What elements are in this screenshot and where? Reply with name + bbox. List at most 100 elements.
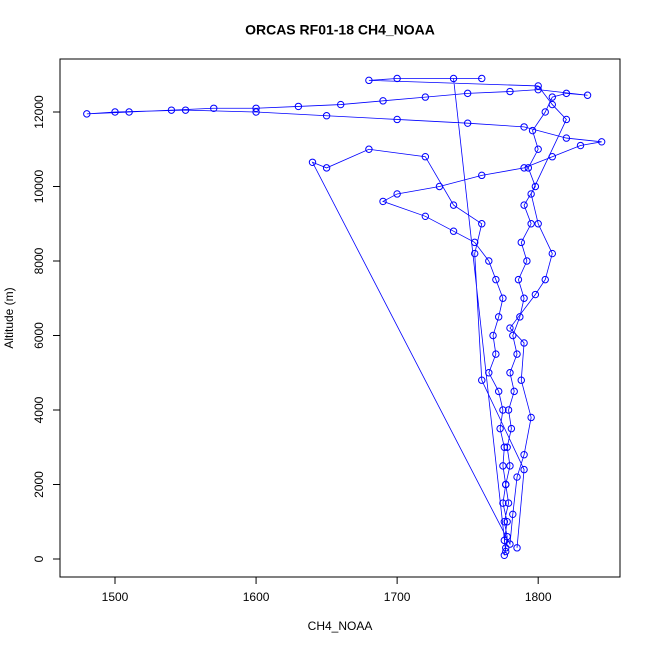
point [576, 141, 585, 150]
point [463, 119, 472, 127]
y-tick-label: 8000 [32, 247, 46, 274]
point [492, 350, 500, 358]
point [294, 102, 303, 111]
point [449, 74, 458, 83]
point [365, 76, 373, 85]
point [548, 100, 556, 109]
point [506, 324, 514, 332]
point [111, 108, 119, 116]
point [393, 190, 401, 198]
x-tick-label: 1500 [102, 590, 129, 604]
point [520, 451, 528, 459]
y-tick-label: 6000 [32, 322, 46, 349]
point [167, 106, 176, 114]
point [478, 376, 486, 384]
point [500, 443, 509, 451]
point [513, 544, 521, 552]
point [499, 294, 507, 302]
point [181, 106, 190, 114]
y-axis-label: Altitude (m) [2, 287, 16, 348]
point [506, 87, 514, 96]
point [496, 424, 504, 433]
point [504, 406, 513, 414]
point [524, 164, 533, 172]
point [509, 510, 517, 519]
point [379, 197, 387, 206]
point [504, 499, 513, 507]
point [597, 138, 606, 146]
point [548, 249, 556, 258]
point [527, 413, 535, 422]
point [485, 257, 493, 265]
point [513, 473, 521, 481]
point [503, 443, 511, 451]
point [252, 104, 260, 112]
point [471, 249, 479, 258]
plot-frame [59, 58, 621, 578]
point [520, 123, 528, 131]
point [485, 369, 493, 377]
point [507, 424, 516, 433]
point [83, 110, 91, 118]
x-tick-label: 1600 [243, 590, 270, 604]
point [520, 339, 528, 347]
point [534, 82, 542, 90]
point [449, 227, 458, 235]
y-tick-label: 4000 [32, 396, 46, 423]
point [421, 93, 430, 101]
point [494, 313, 503, 321]
point [471, 238, 479, 247]
point [502, 544, 510, 552]
point [499, 406, 507, 414]
point [393, 115, 401, 124]
point [322, 164, 331, 172]
point [499, 499, 507, 507]
point [502, 547, 510, 556]
point [517, 376, 525, 384]
point [520, 294, 528, 302]
point [506, 540, 514, 548]
point [252, 108, 260, 116]
point [520, 164, 528, 172]
point [534, 85, 542, 94]
point [499, 462, 507, 470]
point [489, 331, 497, 340]
point [478, 220, 486, 228]
point [322, 112, 331, 120]
point [534, 220, 542, 228]
point [506, 462, 514, 470]
point [562, 134, 571, 142]
x-axis-label: CH4_NOAA [308, 619, 373, 633]
point [308, 158, 317, 166]
point [365, 145, 373, 153]
point [514, 275, 523, 284]
point [523, 257, 531, 265]
y-tick-label: 2000 [32, 471, 46, 498]
point [478, 171, 486, 180]
point [500, 518, 509, 526]
point [531, 290, 540, 299]
point [541, 275, 549, 284]
point [562, 115, 571, 124]
series-line [86, 78, 602, 556]
point [463, 89, 472, 98]
point [435, 182, 444, 191]
point [534, 145, 542, 153]
point [393, 74, 401, 83]
point [509, 331, 517, 340]
y-tick-label: 12000 [32, 95, 46, 129]
point [502, 480, 510, 489]
point [517, 238, 525, 247]
point [478, 74, 486, 83]
y-tick-label: 10000 [32, 169, 46, 203]
chart-title: ORCAS RF01-18 CH4_NOAA [245, 22, 435, 38]
point [494, 387, 503, 396]
point [583, 91, 592, 99]
point [379, 97, 387, 105]
point [527, 190, 535, 198]
point [516, 313, 524, 321]
point [421, 153, 430, 161]
point [337, 100, 345, 109]
point [503, 518, 511, 526]
